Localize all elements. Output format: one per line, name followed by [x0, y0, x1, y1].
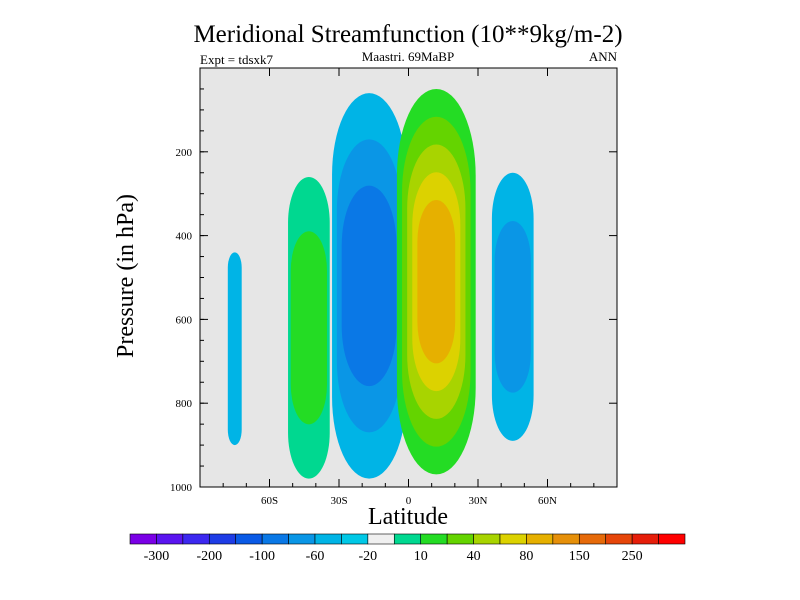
axis-ticks: 60S 30S 0 30N 60N 200 400 600 800 1000	[170, 68, 618, 507]
x-tick-label: 30N	[469, 495, 488, 507]
colorbar-label: 150	[569, 549, 590, 564]
colorbar-swatch	[578, 533, 607, 545]
y-axis-label: Pressure (in hPa)	[113, 194, 139, 358]
colorbar: -300 -200 -100 -60 -20 10 40 80 150 250	[129, 533, 686, 564]
y-tick-label: 1000	[170, 482, 193, 494]
y-tick-label: 400	[176, 231, 193, 243]
colorbar-label: 250	[622, 549, 643, 564]
southern-ferrel-cell-level-2	[290, 231, 328, 425]
colorbar-label: -300	[144, 549, 170, 564]
colorbar-swatch	[367, 533, 395, 545]
colorbar-swatch	[420, 533, 448, 545]
colorbar-swatch	[129, 533, 157, 545]
chart-title: Meridional Streamfunction (10**9kg/m-2)	[193, 21, 622, 48]
experiment-label: Expt = tdsxk7	[200, 52, 274, 67]
northern-ferrel-cell-level-2	[494, 221, 531, 393]
x-tick-label: 60S	[261, 495, 278, 507]
x-tick-label: 60N	[538, 495, 557, 507]
colorbar-swatch	[208, 533, 237, 545]
colorbar-swatch	[341, 533, 369, 545]
colorbar-swatch	[552, 533, 580, 545]
colorbar-swatch	[288, 533, 316, 545]
y-tick-label: 200	[176, 147, 193, 159]
x-tick-label: 0	[406, 495, 412, 507]
colorbar-swatch	[314, 533, 342, 545]
streamfunction-contours	[227, 88, 534, 479]
colorbar-label: -60	[306, 549, 325, 564]
colorbar-swatch	[182, 533, 210, 545]
colorbar-label: -20	[359, 549, 378, 564]
colorbar-swatch	[473, 533, 501, 545]
colorbar-swatch	[526, 533, 554, 545]
colorbar-label: 40	[467, 549, 481, 564]
northern-hadley-cell-level-5	[417, 199, 456, 364]
colorbar-swatch	[393, 533, 422, 545]
x-tick-label: 30S	[330, 495, 347, 507]
season-label: ANN	[589, 49, 618, 64]
colorbar-swatch	[658, 533, 686, 545]
x-axis-label: Latitude	[368, 504, 448, 530]
y-tick-label: 800	[176, 398, 193, 410]
colorbar-label: 80	[519, 549, 533, 564]
colorbar-swatch	[446, 533, 474, 545]
colorbar-label: -200	[196, 549, 222, 564]
colorbar-label: -100	[249, 549, 275, 564]
colorbar-swatch	[156, 533, 184, 545]
colorbar-swatch	[605, 533, 633, 545]
y-tick-label: 600	[176, 314, 193, 326]
period-label: Maastri. 69MaBP	[362, 49, 454, 64]
colorbar-swatch	[235, 533, 263, 545]
colorbar-swatch	[261, 533, 289, 545]
colorbar-swatch	[499, 533, 527, 545]
southern-polar-cell-level-1	[227, 252, 242, 446]
colorbar-swatch	[631, 533, 659, 545]
colorbar-label: 10	[414, 549, 428, 564]
southern-hadley-cell-level-3	[341, 185, 397, 387]
